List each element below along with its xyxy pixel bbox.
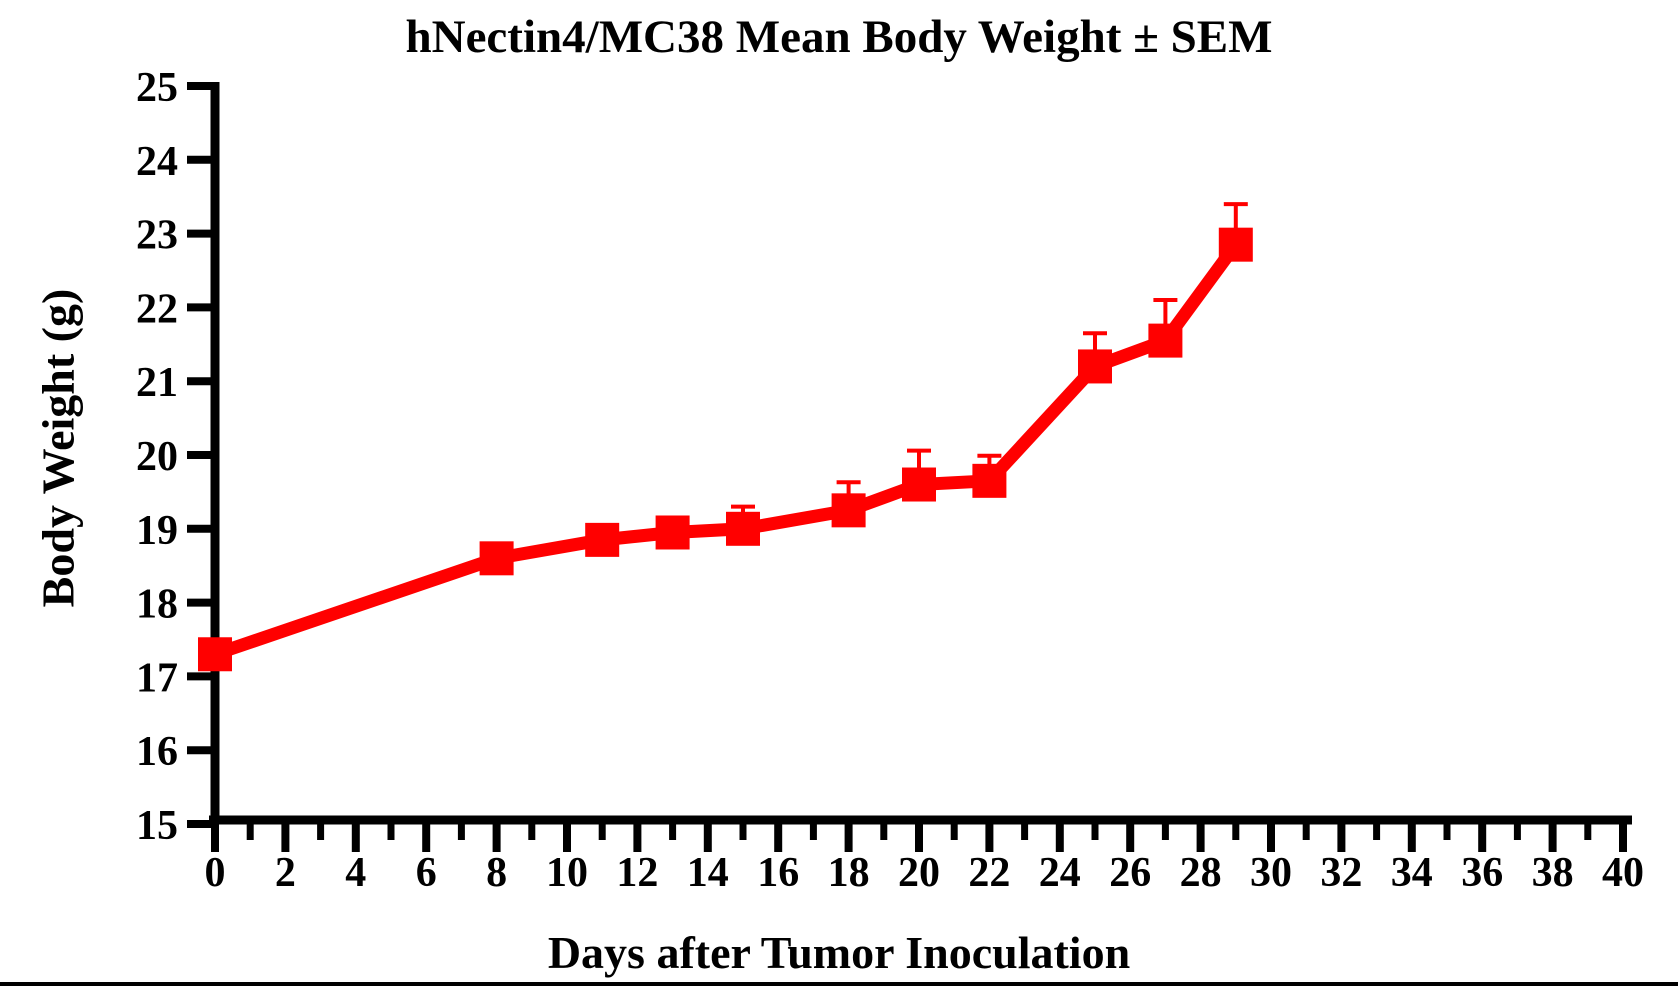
data-point-marker (479, 541, 514, 576)
data-point-marker (198, 637, 232, 672)
data-point-marker (902, 467, 936, 502)
x-tick-label: 16 (757, 850, 799, 896)
x-tick-label: 30 (1250, 850, 1292, 896)
data-point-marker (1218, 227, 1253, 262)
x-tick-label: 2 (275, 850, 296, 896)
data-point-marker (655, 515, 690, 550)
x-tick-label: 8 (486, 850, 507, 896)
y-tick-label: 19 (136, 508, 178, 554)
x-tick-label: 6 (416, 850, 437, 896)
x-tick-label: 24 (1039, 850, 1081, 896)
x-tick-label: 10 (546, 850, 588, 896)
chart-title: hNectin4/MC38 Mean Body Weight ± SEM (405, 11, 1273, 63)
y-tick-label: 15 (136, 803, 178, 849)
y-tick-label: 16 (136, 729, 178, 775)
y-tick-label: 18 (136, 582, 178, 628)
data-point-marker (1078, 349, 1112, 384)
series-line (212, 240, 1242, 661)
data-point-marker (831, 493, 866, 528)
x-tick-label: 40 (1602, 850, 1644, 896)
y-tick-label: 22 (136, 286, 178, 332)
data-point-marker (585, 522, 620, 557)
data-point-marker (972, 463, 1007, 498)
x-tick-label: 18 (828, 850, 870, 896)
x-tick-label: 34 (1391, 850, 1433, 896)
x-tick-label: 32 (1320, 850, 1362, 896)
x-tick-label: 36 (1461, 850, 1503, 896)
x-tick-label: 26 (1109, 850, 1151, 896)
y-tick-label: 17 (136, 655, 178, 701)
y-tick-label: 23 (136, 213, 178, 259)
y-tick-label: 21 (136, 360, 178, 406)
x-tick-label: 20 (898, 850, 940, 896)
x-tick-label: 12 (616, 850, 658, 896)
y-tick-label: 24 (136, 139, 178, 185)
x-tick-label: 22 (968, 850, 1010, 896)
x-tick-label: 4 (345, 850, 366, 896)
x-tick-label: 38 (1532, 850, 1574, 896)
data-point-marker (726, 511, 760, 546)
x-axis-title: Days after Tumor Inoculation (547, 927, 1131, 978)
bottom-divider (0, 982, 1678, 986)
y-tick-label: 25 (136, 65, 178, 111)
x-tick-label: 0 (205, 850, 226, 896)
data-point-marker (1148, 323, 1183, 358)
x-tick-label: 28 (1180, 850, 1222, 896)
y-tick-label: 20 (136, 434, 178, 480)
x-tick-label: 14 (687, 850, 729, 896)
